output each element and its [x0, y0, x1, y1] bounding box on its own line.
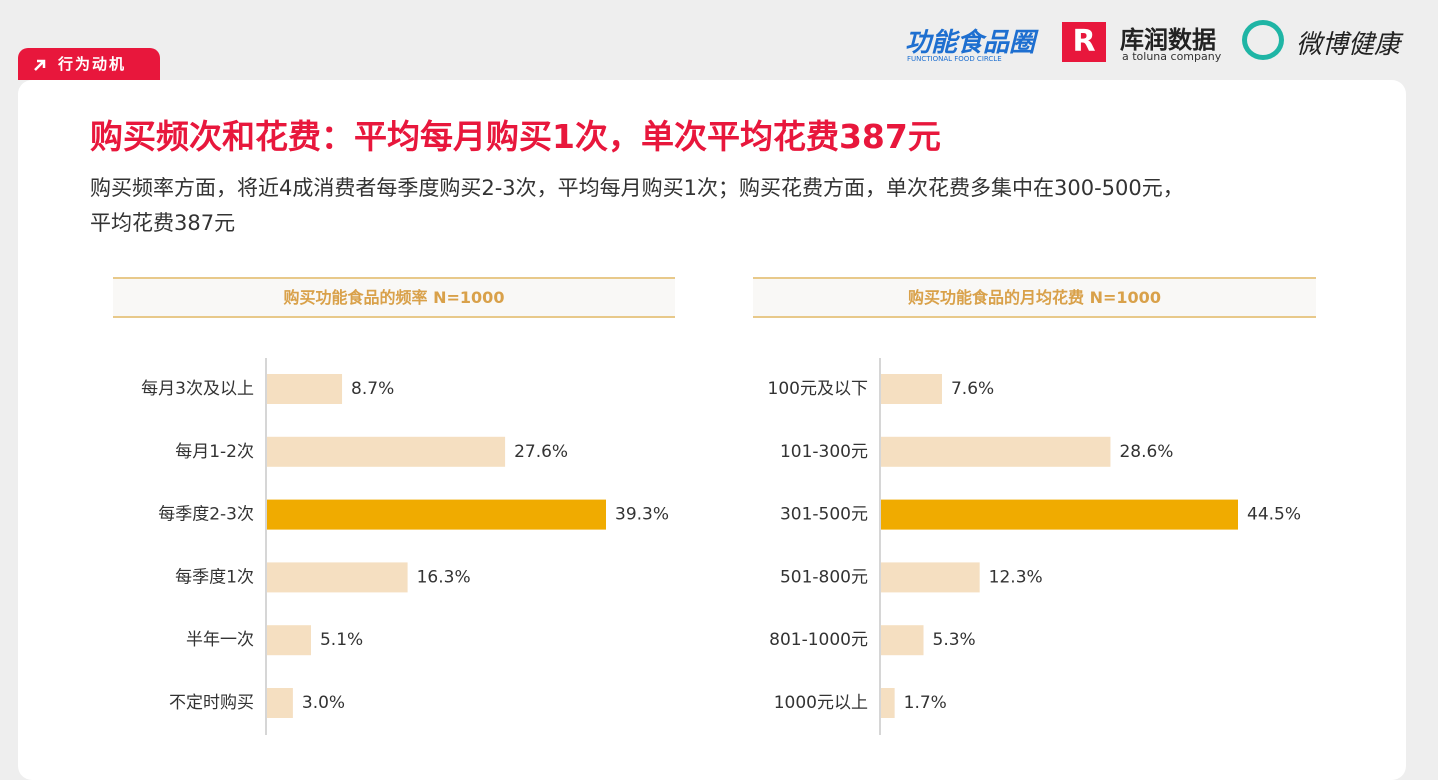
category-label: 每月3次及以上	[141, 379, 254, 399]
category-label: 301-500元	[780, 505, 868, 525]
category-label: 1000元以上	[774, 693, 868, 713]
bar	[881, 436, 1111, 467]
value-label: 12.3%	[989, 567, 1043, 587]
charts: 每月3次及以上 8.7% 每月1-2次 27.6% 每季度2-3次 39.3% 每季度1次 1…	[141, 358, 1301, 735]
category-label: 半年一次	[186, 630, 254, 650]
logo-mark	[1242, 20, 1284, 60]
section-tag: 行为动机	[18, 48, 160, 80]
value-label: 8.7%	[351, 379, 394, 399]
bar	[267, 625, 311, 656]
bar	[881, 499, 1238, 530]
value-label: 39.3%	[615, 505, 669, 525]
category-label: 501-800元	[780, 567, 868, 587]
logo-text: FUNCTIONAL FOOD CIRCLE	[907, 55, 1002, 63]
card	[18, 80, 1406, 780]
slide-title: 购买频次和花费：平均每月购买1次，单次平均花费387元	[90, 117, 941, 156]
value-label: 27.6%	[514, 442, 568, 462]
value-label: 5.1%	[320, 630, 363, 650]
subtitle: 平均花费387元	[90, 211, 236, 235]
value-label: 3.0%	[302, 693, 345, 713]
category-label: 100元及以下	[768, 379, 868, 399]
category-label: 每季度2-3次	[158, 505, 254, 525]
bar	[267, 499, 606, 530]
bar	[881, 562, 980, 593]
tag-icon	[34, 59, 46, 71]
value-label: 5.3%	[933, 630, 976, 650]
value-label: 28.6%	[1119, 442, 1173, 462]
category-label: 801-1000元	[769, 630, 868, 650]
category-label: 每月1-2次	[175, 442, 254, 462]
logo-mark: R	[1062, 22, 1106, 62]
logo-text: a toluna company	[1122, 50, 1222, 63]
category-label: 101-300元	[780, 442, 868, 462]
value-label: 7.6%	[951, 379, 994, 399]
logo-text: 微博健康	[1296, 30, 1401, 60]
bar	[267, 688, 293, 718]
bar	[267, 562, 408, 593]
category-label: 每季度1次	[175, 567, 254, 587]
logo-text: 功能食品圈	[905, 28, 1036, 58]
category-label: 不定时购买	[169, 693, 254, 713]
value-label: 1.7%	[904, 693, 947, 713]
bar	[881, 625, 924, 656]
value-label: 44.5%	[1247, 505, 1301, 525]
page: 行为动机 功能食品圈 FUNCTIONAL FOOD CIRCLE R 库润数据…	[18, 20, 1406, 780]
value-label: 16.3%	[417, 567, 471, 587]
bar	[267, 374, 343, 404]
bar	[881, 688, 895, 718]
subtitle: 购买频率方面，将近4成消费者每季度购买2-3次，平均每月购买1次；购买花费方面，…	[90, 176, 1184, 200]
logo-text: 库润数据	[1120, 26, 1216, 54]
chart-title: 购买功能食品的频率 N=1000	[113, 277, 675, 318]
chart-title: 购买功能食品的月均花费 N=1000	[753, 277, 1316, 318]
bar	[881, 374, 942, 404]
bar	[267, 436, 506, 467]
